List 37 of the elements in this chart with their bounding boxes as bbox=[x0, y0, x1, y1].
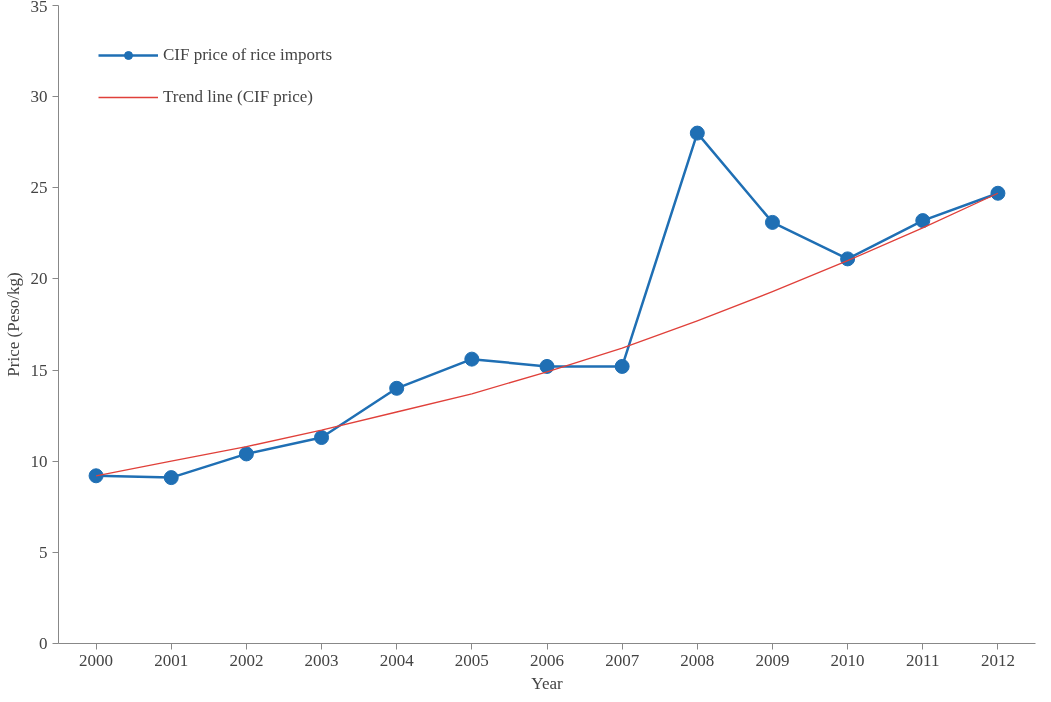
x-tick-label: 2009 bbox=[755, 650, 790, 670]
y-tick-label: 0 bbox=[39, 634, 48, 653]
x-tick-label: 2001 bbox=[154, 650, 189, 670]
x-tick-label: 2003 bbox=[304, 650, 339, 670]
point bbox=[539, 358, 555, 374]
x-tick-label: 2007 bbox=[605, 650, 640, 670]
x-tick-label: 2000 bbox=[79, 650, 114, 670]
x-tick-label: 2005 bbox=[454, 650, 489, 670]
point bbox=[764, 214, 780, 230]
x-tick-label: 2004 bbox=[379, 650, 415, 670]
x-tick-label: 2012 bbox=[980, 650, 1015, 670]
point bbox=[314, 430, 330, 445]
x-tick-label: 2002 bbox=[229, 650, 264, 670]
point bbox=[163, 470, 179, 486]
point bbox=[689, 125, 705, 141]
point bbox=[614, 358, 630, 374]
y-tick-label: 25 bbox=[30, 178, 48, 198]
y-tick-label: 20 bbox=[30, 269, 48, 289]
legend-label: Trend line (CIF price) bbox=[163, 87, 313, 107]
point bbox=[915, 213, 931, 229]
y-tick-label: 35 bbox=[30, 0, 48, 16]
y-tick-label: 30 bbox=[30, 87, 48, 107]
point bbox=[238, 446, 254, 462]
point bbox=[389, 380, 405, 396]
x-axis-title: Year bbox=[531, 673, 563, 693]
point bbox=[88, 468, 104, 484]
y-tick-label: 15 bbox=[30, 360, 48, 380]
y-tick-label: 5 bbox=[39, 542, 48, 562]
point bbox=[464, 351, 480, 367]
x-tick-label: 2008 bbox=[680, 650, 715, 670]
point bbox=[990, 185, 1006, 201]
x-tick-label: 2011 bbox=[906, 650, 940, 670]
x-tick-label: 2006 bbox=[530, 650, 564, 670]
x-tick-label: 2010 bbox=[830, 650, 865, 670]
y-axis-title: Price (Peso/kg) bbox=[3, 272, 23, 377]
legend-label: CIF price of rice imports bbox=[163, 45, 333, 65]
y-tick-label: 10 bbox=[30, 451, 48, 471]
